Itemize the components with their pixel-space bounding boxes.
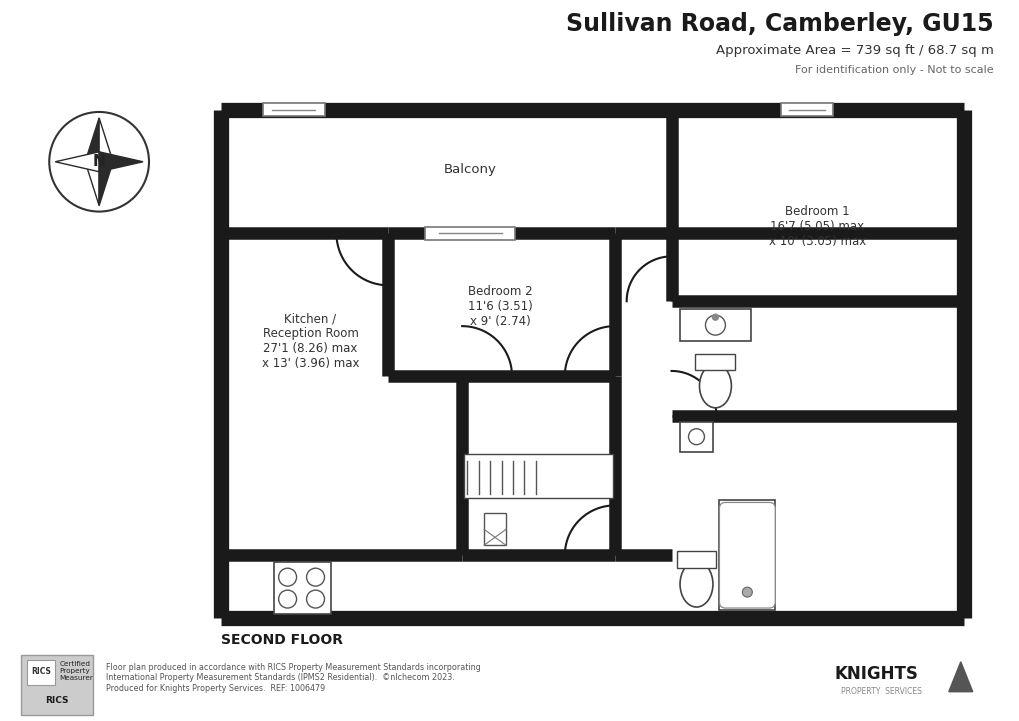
Text: For identification only - Not to scale: For identification only - Not to scale: [794, 65, 993, 75]
Bar: [718, 500, 774, 610]
Bar: [425, 227, 515, 240]
Text: Balcony: Balcony: [443, 163, 496, 176]
Polygon shape: [55, 152, 99, 172]
Text: Certified
Property
Measurer: Certified Property Measurer: [59, 661, 93, 681]
Text: Approximate Area = 739 sq ft / 68.7 sq m: Approximate Area = 739 sq ft / 68.7 sq m: [715, 44, 993, 57]
Text: Bedroom 2
11'6 (3.51)
x 9' (2.74): Bedroom 2 11'6 (3.51) x 9' (2.74): [467, 285, 532, 328]
Text: Floor plan produced in accordance with RICS Property Measurement Standards incor: Floor plan produced in accordance with R…: [106, 663, 480, 693]
Text: Kitchen /
Reception Room
27'1 (8.26) max
x 13' (3.96) max: Kitchen / Reception Room 27'1 (8.26) max…: [262, 312, 359, 370]
Circle shape: [742, 587, 752, 597]
Bar: [464, 454, 612, 498]
Text: PROPERTY  SERVICES: PROPERTY SERVICES: [841, 687, 921, 696]
Circle shape: [307, 590, 324, 608]
Polygon shape: [85, 118, 99, 162]
Polygon shape: [948, 662, 972, 691]
Circle shape: [278, 568, 297, 586]
Bar: [484, 513, 505, 545]
Bar: [263, 104, 324, 117]
Polygon shape: [99, 152, 143, 172]
Circle shape: [278, 590, 297, 608]
Text: N: N: [93, 154, 105, 169]
Text: Bedroom 1
16'7 (5.05) max
x 10' (3.05) max: Bedroom 1 16'7 (5.05) max x 10' (3.05) m…: [767, 205, 865, 248]
Bar: [676, 552, 715, 568]
Text: SECOND FLOOR: SECOND FLOOR: [220, 633, 342, 647]
FancyBboxPatch shape: [718, 503, 774, 608]
Text: RICS: RICS: [32, 668, 51, 676]
Text: RICS: RICS: [46, 696, 69, 705]
Ellipse shape: [680, 561, 712, 607]
Text: KNIGHTS: KNIGHTS: [834, 665, 917, 683]
Circle shape: [705, 315, 725, 335]
Bar: [21, 655, 93, 715]
Polygon shape: [85, 162, 99, 205]
Bar: [220, 110, 963, 618]
Bar: [695, 354, 735, 370]
Ellipse shape: [699, 364, 731, 408]
Bar: [28, 660, 55, 685]
Bar: [679, 422, 712, 451]
Circle shape: [688, 429, 704, 445]
Bar: [679, 309, 751, 341]
Polygon shape: [99, 162, 113, 205]
Text: Sullivan Road, Camberley, GU15: Sullivan Road, Camberley, GU15: [566, 12, 993, 36]
Circle shape: [307, 568, 324, 586]
Polygon shape: [99, 118, 113, 162]
Bar: [273, 562, 331, 614]
Bar: [781, 104, 833, 117]
Circle shape: [711, 314, 717, 320]
